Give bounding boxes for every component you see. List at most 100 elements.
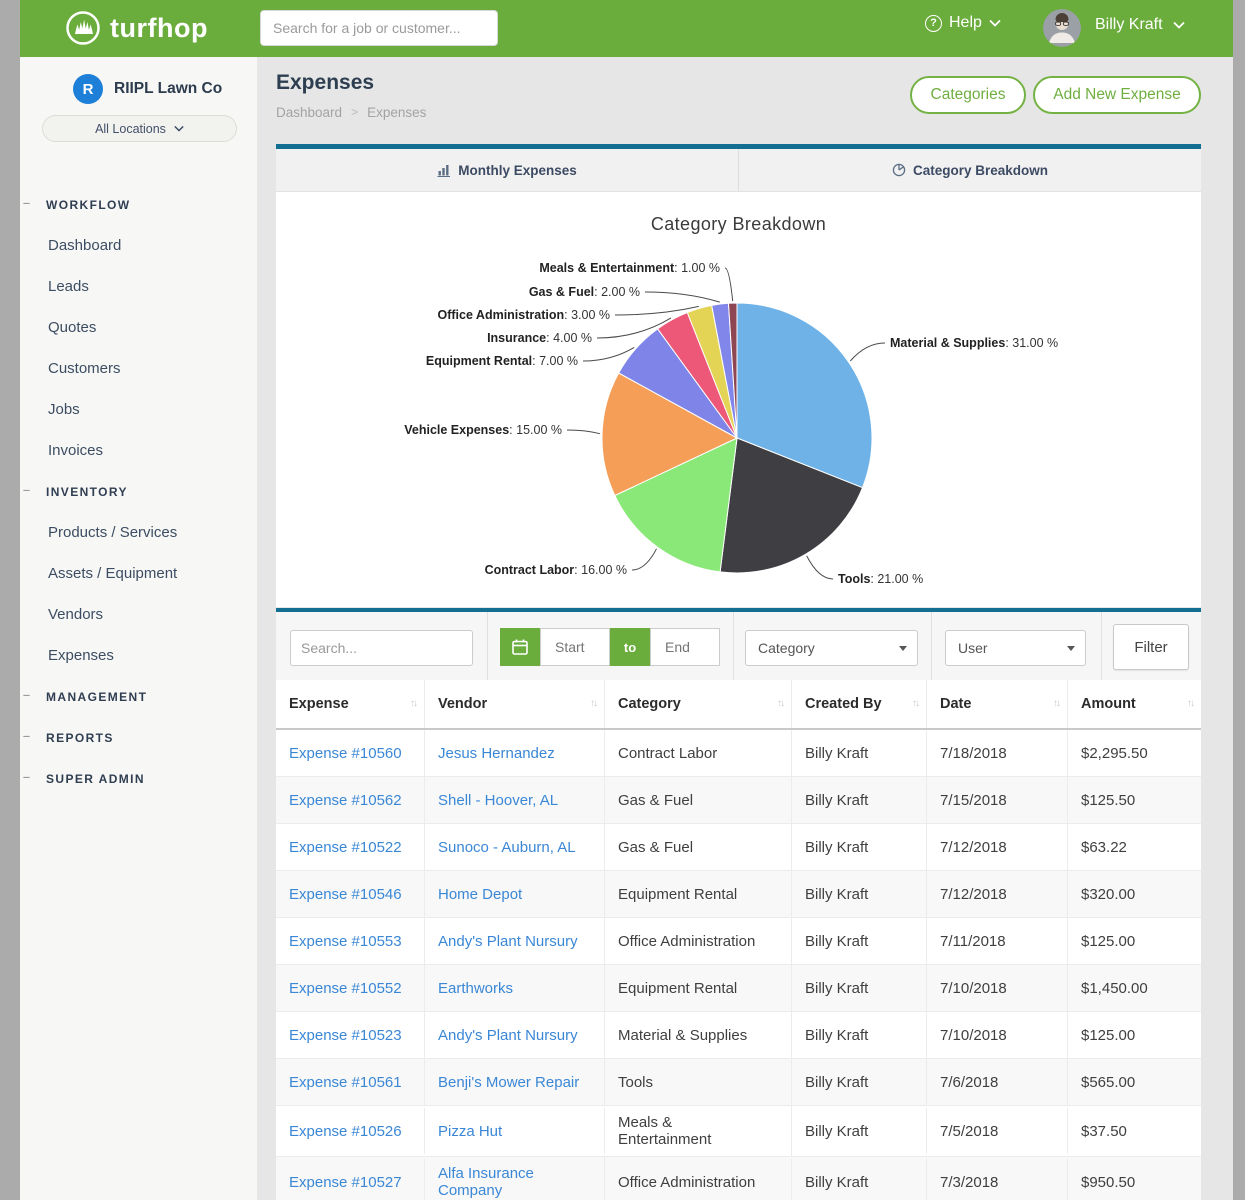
column-header-expense[interactable]: Expense ↑↓ xyxy=(276,680,425,728)
sidebar-item-leads[interactable]: Leads xyxy=(48,266,89,307)
created-by-cell: Billy Kraft xyxy=(792,1059,927,1105)
vendor-cell: Benji's Mower Repair xyxy=(425,1059,605,1105)
item-label: Vendors xyxy=(48,606,104,623)
location-selector[interactable]: All Locations xyxy=(42,115,237,142)
vendor-link[interactable]: Shell - Hoover, AL xyxy=(438,791,559,809)
sort-icon[interactable]: ↑↓ xyxy=(590,698,598,709)
add-new-expense-button[interactable]: Add New Expense xyxy=(1033,76,1201,114)
date-cell: 7/11/2018 xyxy=(927,918,1068,964)
sidebar-item-quotes[interactable]: Quotes xyxy=(48,307,96,348)
sort-icon[interactable]: ↑↓ xyxy=(777,698,785,709)
vendor-link[interactable]: Jesus Hernandez xyxy=(438,744,555,762)
vendor-link[interactable]: Andy's Plant Nursury xyxy=(438,1026,578,1044)
sidebar-item-jobs[interactable]: Jobs xyxy=(48,389,80,430)
expense-link[interactable]: Expense #10561 xyxy=(289,1073,402,1091)
sidebar-section-reports[interactable]: --- REPORTS xyxy=(23,717,114,758)
created-by-cell: Billy Kraft xyxy=(792,730,927,776)
tab-monthly-expenses[interactable]: Monthly Expenses xyxy=(276,149,738,191)
vendor-link[interactable]: Alfa Insurance Company xyxy=(438,1165,534,1199)
pie-slice-tools[interactable] xyxy=(719,437,864,574)
vendor-link[interactable]: Benji's Mower Repair xyxy=(438,1073,580,1091)
vendor-link[interactable]: Pizza Hut xyxy=(438,1122,503,1140)
column-header-date[interactable]: Date ↑↓ xyxy=(927,680,1068,728)
calendar-button[interactable] xyxy=(500,628,540,666)
company-header[interactable]: R RIIPL Lawn Co xyxy=(73,74,222,104)
section-label: MANAGEMENT xyxy=(46,689,148,704)
sidebar-section-super-admin[interactable]: --- SUPER ADMIN xyxy=(23,758,145,799)
category-cell: Contract Labor xyxy=(605,730,792,776)
date-end-input[interactable] xyxy=(650,628,720,666)
expense-link[interactable]: Expense #10560 xyxy=(289,744,402,762)
expense-link[interactable]: Expense #10522 xyxy=(289,838,402,856)
sidebar-section-inventory[interactable]: --- INVENTORY xyxy=(23,471,128,512)
pie-slice-vehicle-expenses[interactable] xyxy=(601,372,739,497)
chevron-down-icon xyxy=(174,125,184,132)
sort-icon[interactable]: ↑↓ xyxy=(410,698,418,709)
brand-logo[interactable]: turfhop xyxy=(65,10,208,46)
categories-button[interactable]: Categories xyxy=(910,76,1026,114)
expense-link[interactable]: Expense #10552 xyxy=(289,979,402,997)
date-cell: 7/10/2018 xyxy=(927,1012,1068,1058)
item-label: Dashboard xyxy=(48,237,122,254)
filter-button[interactable]: Filter xyxy=(1113,624,1189,670)
pie-slice-meals-entertainment[interactable] xyxy=(727,302,738,439)
column-header-vendor[interactable]: Vendor ↑↓ xyxy=(425,680,605,728)
expense-link[interactable]: Expense #10523 xyxy=(289,1026,402,1044)
column-header-category[interactable]: Category ↑↓ xyxy=(605,680,792,728)
top-header: turfhop ? Help Billy Kraft xyxy=(20,0,1233,57)
expense-cell: Expense #10522 xyxy=(276,824,425,870)
divider xyxy=(733,612,734,680)
item-label: Products / Services xyxy=(48,524,178,541)
sidebar-item-expenses[interactable]: Expenses xyxy=(48,635,114,676)
sort-icon[interactable]: ↑↓ xyxy=(912,698,920,709)
column-header-amount[interactable]: Amount ↑↓ xyxy=(1068,680,1201,728)
sidebar-item-invoices[interactable]: Invoices xyxy=(48,430,103,471)
label-connector xyxy=(566,429,601,435)
amount-cell: $37.50 xyxy=(1081,1122,1127,1140)
sidebar-item-products-services[interactable]: Products / Services xyxy=(48,512,177,553)
expense-link[interactable]: Expense #10553 xyxy=(289,932,402,950)
global-search-input[interactable] xyxy=(260,10,498,46)
label-connector xyxy=(644,291,720,303)
sidebar-item-assets-equipment[interactable]: Assets / Equipment xyxy=(48,553,177,594)
vendor-link[interactable]: Earthworks xyxy=(438,979,514,997)
sidebar-section-workflow[interactable]: --- WORKFLOW xyxy=(23,184,131,225)
expense-link[interactable]: Expense #10546 xyxy=(289,885,402,903)
sidebar-item-customers[interactable]: Customers xyxy=(48,348,121,389)
user-select-value: User xyxy=(958,640,988,656)
company-name: RIIPL Lawn Co xyxy=(114,80,223,97)
date-start-input[interactable] xyxy=(540,628,610,666)
sort-icon[interactable]: ↑↓ xyxy=(1187,698,1195,709)
user-menu[interactable]: Billy Kraft xyxy=(1095,16,1185,34)
vendor-link[interactable]: Andy's Plant Nursury xyxy=(438,932,578,950)
amount-cell: $125.00 xyxy=(1081,1026,1136,1044)
created-by-cell: Billy Kraft xyxy=(792,918,927,964)
item-label: Assets / Equipment xyxy=(48,565,178,582)
expense-link[interactable]: Expense #10562 xyxy=(289,791,402,809)
pie-label-insurance: Insurance: 4.00 % xyxy=(487,331,592,345)
sidebar-section-management[interactable]: --- MANAGEMENT xyxy=(23,676,148,717)
table-search-input[interactable] xyxy=(290,630,473,666)
sidebar-item-vendors[interactable]: Vendors xyxy=(48,594,103,635)
vendor-link[interactable]: Sunoco - Auburn, AL xyxy=(438,838,576,856)
pie-slice-material-supplies[interactable] xyxy=(736,302,873,489)
filter-bar: to Category User Filter xyxy=(276,608,1201,680)
tab-category-breakdown[interactable]: Category Breakdown xyxy=(738,149,1201,191)
vendor-link[interactable]: Home Depot xyxy=(438,885,523,903)
expense-link[interactable]: Expense #10527 xyxy=(289,1173,402,1191)
section-label: WORKFLOW xyxy=(46,197,131,212)
sidebar-item-dashboard[interactable]: Dashboard xyxy=(48,225,121,266)
user-select[interactable]: User xyxy=(945,630,1086,666)
help-menu[interactable]: ? Help xyxy=(925,14,1001,32)
column-header-created-by[interactable]: Created By ↑↓ xyxy=(792,680,927,728)
created-by-cell: Billy Kraft xyxy=(792,965,927,1011)
avatar[interactable] xyxy=(1043,9,1081,47)
category-select[interactable]: Category xyxy=(745,630,918,666)
tree-dash-icon: --- xyxy=(23,690,30,700)
table-body: Expense #10560 Jesus Hernandez Contract La… xyxy=(276,730,1201,1200)
sort-icon[interactable]: ↑↓ xyxy=(1053,698,1061,709)
expense-link[interactable]: Expense #10526 xyxy=(289,1122,402,1140)
breadcrumb-dashboard[interactable]: Dashboard xyxy=(276,105,343,120)
page-title: Expenses xyxy=(276,71,375,94)
pie-slice-contract-labor[interactable] xyxy=(614,437,738,573)
